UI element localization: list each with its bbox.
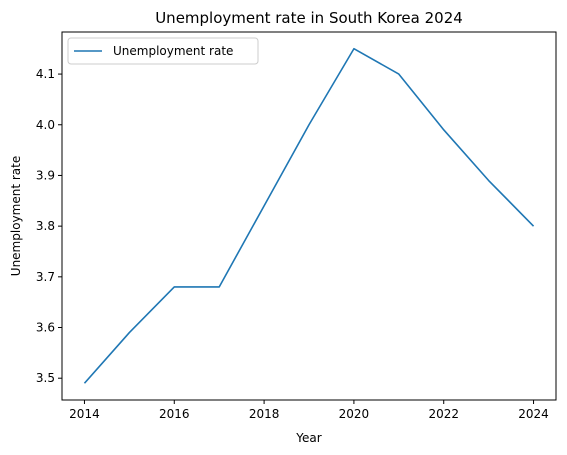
x-tick-label: 2016 <box>159 407 190 421</box>
y-axis-title: Unemployment rate <box>9 156 23 276</box>
series-layer <box>83 47 535 384</box>
legend: Unemployment rate <box>67 37 259 65</box>
series-line-unemployment-rate <box>83 47 535 384</box>
plot-frame <box>61 31 557 401</box>
x-tick-label: 2014 <box>69 407 100 421</box>
legend-box <box>67 37 259 65</box>
y-tick-label: 3.7 <box>36 270 55 284</box>
plot-area: 2014 2016 2018 2020 2022 2024 3.5 3.6 3.7 3.8 3.9… <box>36 31 557 421</box>
y-tick-label: 3.6 <box>36 321 55 335</box>
x-axis-title: Year <box>295 431 321 445</box>
y-tick-label: 3.5 <box>36 371 55 385</box>
chart-title: Unemployment rate in South Korea 2024 <box>155 9 463 27</box>
legend-label: Unemployment rate <box>113 44 233 58</box>
x-axis-ticks: 2014 2016 2018 2020 2022 2024 <box>69 400 549 421</box>
x-tick-label: 2022 <box>428 407 459 421</box>
x-tick-label: 2018 <box>249 407 280 421</box>
x-tick-label: 2020 <box>339 407 370 421</box>
y-tick-label: 3.8 <box>36 219 55 233</box>
y-axis-ticks: 3.5 3.6 3.7 3.8 3.9 4.0 4.1 <box>36 67 62 385</box>
y-tick-label: 4.1 <box>36 67 55 81</box>
x-tick-label: 2024 <box>518 407 549 421</box>
y-tick-label: 3.9 <box>36 168 55 182</box>
y-tick-label: 4.0 <box>36 118 55 132</box>
